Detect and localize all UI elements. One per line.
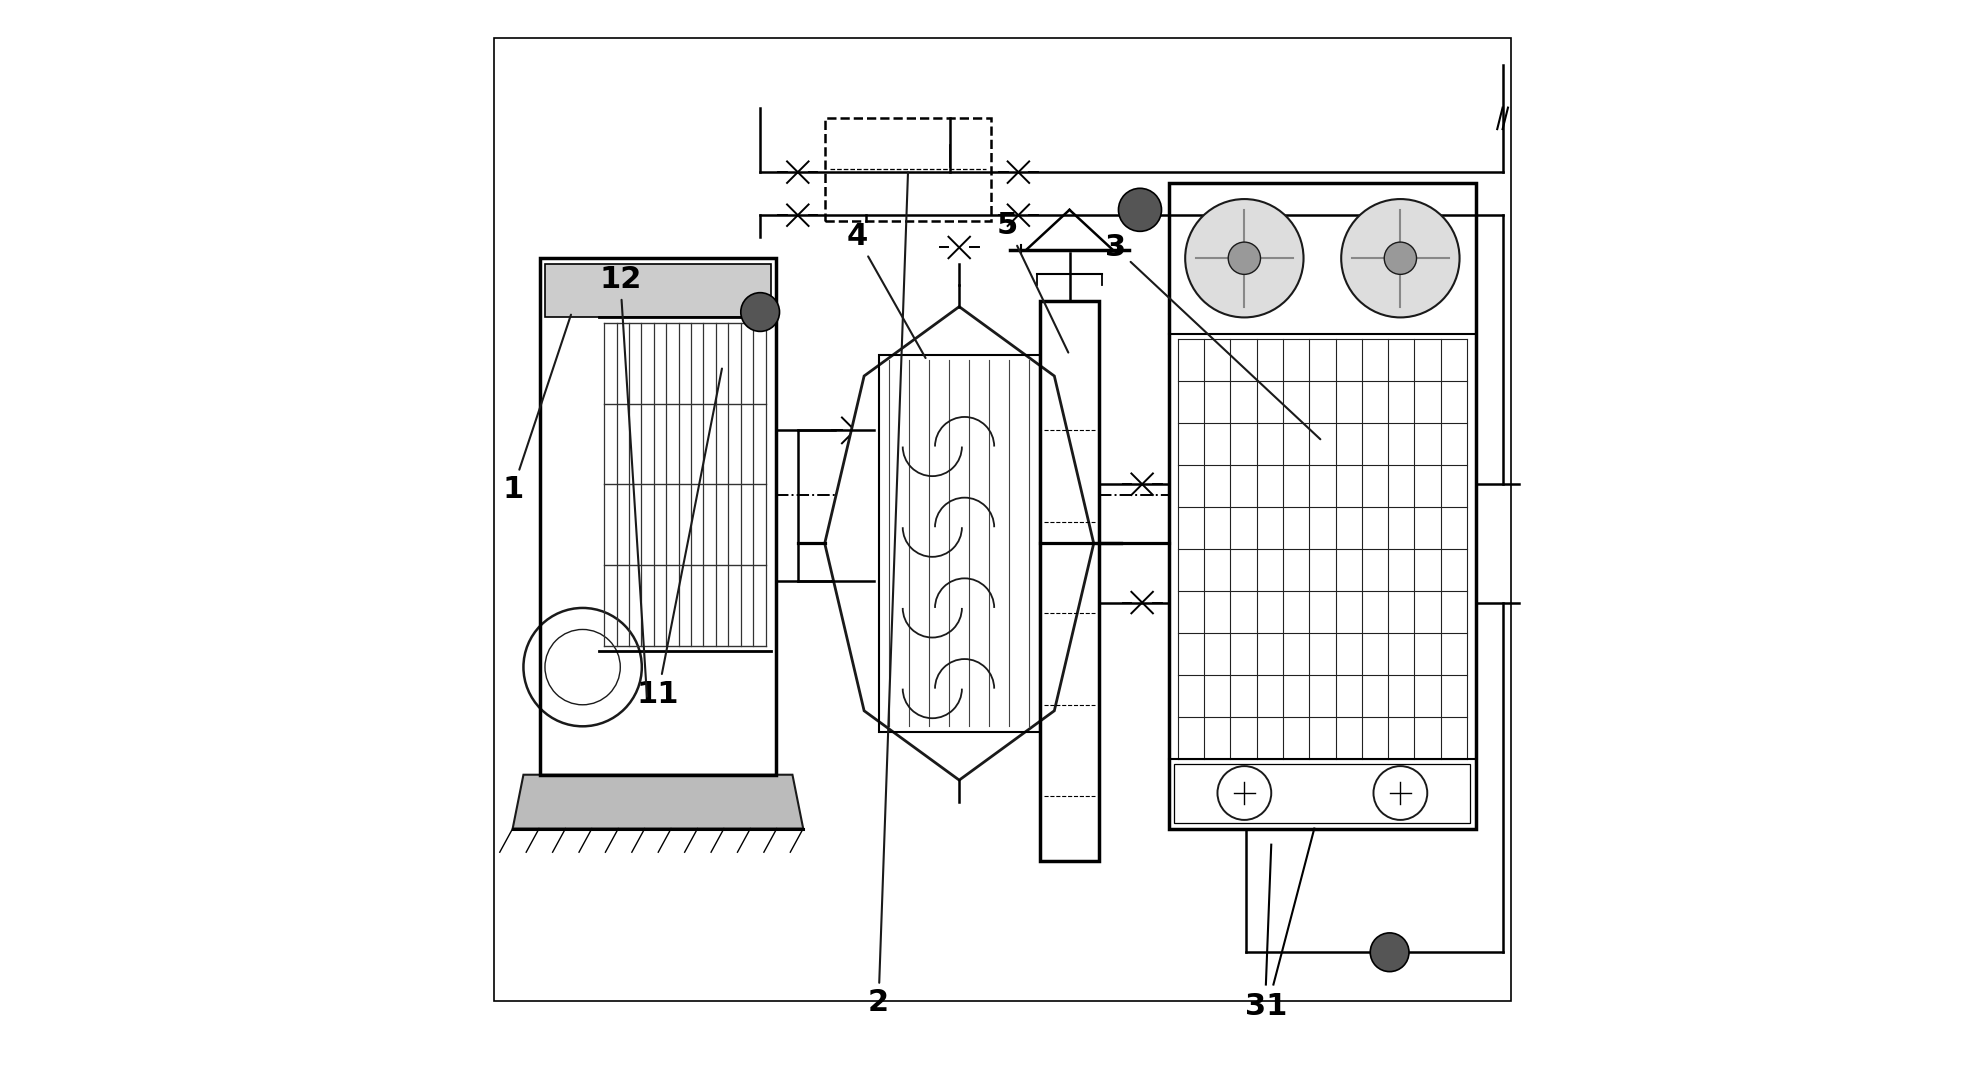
Bar [545,264,771,317]
Polygon shape [513,775,803,829]
Bar [1169,183,1475,829]
Bar [494,38,1510,1001]
Circle shape [1227,242,1261,274]
Circle shape [1185,199,1302,317]
Circle shape [741,293,779,331]
Bar [1173,764,1469,823]
Bar [539,258,775,775]
Text: 3: 3 [1104,233,1320,439]
Circle shape [1340,199,1459,317]
Text: 2: 2 [868,172,908,1017]
Bar [1039,301,1098,861]
Circle shape [1383,242,1415,274]
Text: 11: 11 [636,369,721,708]
Text: 4: 4 [846,223,926,358]
Polygon shape [825,307,1094,780]
Circle shape [1118,188,1161,231]
Bar [825,118,991,221]
Text: 1: 1 [501,314,571,504]
Bar [878,355,1039,732]
Circle shape [1370,933,1409,972]
Text: 31: 31 [1245,992,1286,1020]
Text: 5: 5 [997,212,1068,353]
Text: 12: 12 [599,266,646,696]
